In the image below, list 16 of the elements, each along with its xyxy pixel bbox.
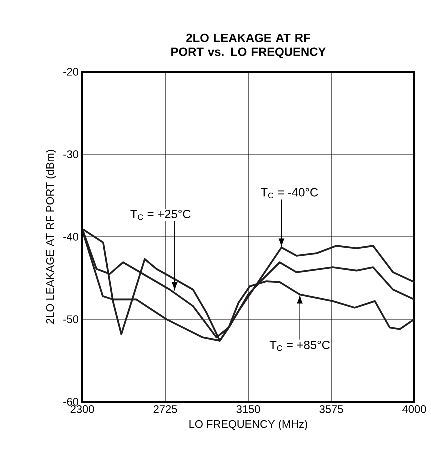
x-tick-label: 2300: [70, 406, 94, 414]
x-axis-title: LO FREQUENCY (MHz): [190, 420, 308, 430]
annotation: T$_{C}$ = +85°C: [270, 340, 330, 352]
annotation: T$_{C}$ = -40°C: [261, 188, 318, 199]
y-tick-label: -50: [64, 316, 79, 324]
x-tick-label: 4000: [402, 406, 426, 414]
y-tick-label: -20: [64, 68, 79, 76]
annotation: T$_{C}$ = +25°C: [130, 210, 191, 220]
x-tick-label: 3575: [320, 406, 344, 414]
y-tick-label: -40: [64, 233, 79, 241]
chart-title: 2LO LEAKAGE AT RF PORT vs. LO FREQUENCY: [172, 34, 326, 59]
y-axis-title: 2LO LEAKAGE AT RF PORT (dBm): [46, 150, 56, 324]
y-tick-label: -60: [64, 398, 79, 406]
y-tick-label: -30: [64, 150, 79, 158]
x-tick-label: 2725: [154, 406, 178, 414]
x-tick-label: 3150: [236, 406, 260, 414]
